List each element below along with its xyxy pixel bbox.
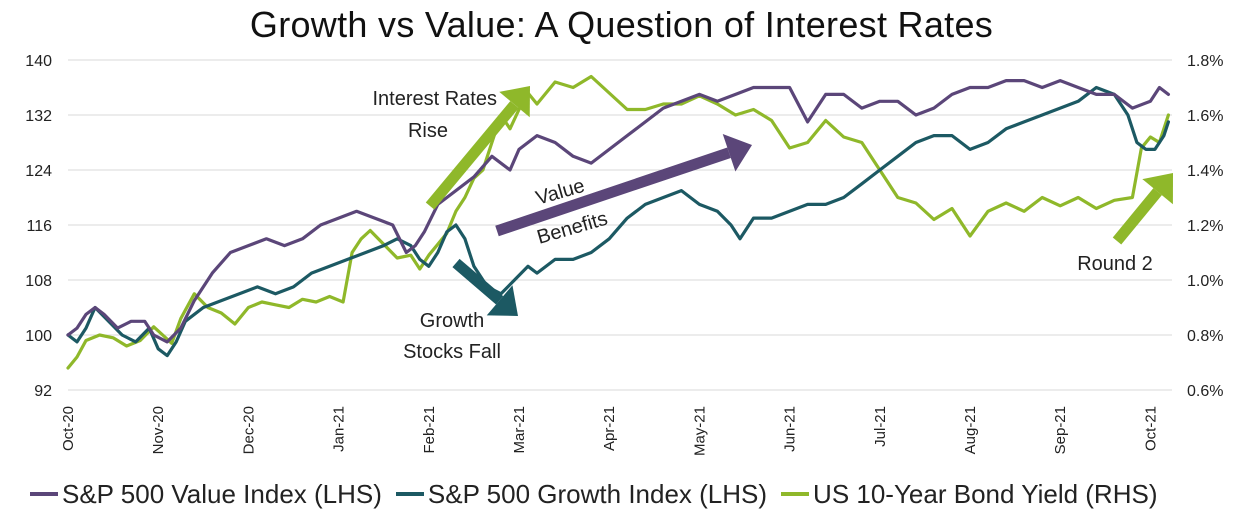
right-tick-label: 1.4% xyxy=(1187,163,1223,180)
legend-label-growth: S&P 500 Growth Index (LHS) xyxy=(427,478,768,509)
series-line-growth xyxy=(66,85,1171,358)
legend-item-growth: S&P 500 Growth Index (LHS) xyxy=(395,478,768,510)
legend-swatch-yield xyxy=(781,492,810,496)
legend-label-value: S&P 500 Value Index (LHS) xyxy=(62,478,382,509)
legend-swatch-value xyxy=(30,492,58,496)
left-tick-label: 124 xyxy=(25,163,52,180)
annotation-text: Interest Rates xyxy=(372,88,497,110)
right-axis-ticks: 0.6% 0.8% 1.0% 1.2% 1.4% 1.6% 1.8% xyxy=(1187,53,1223,400)
x-tick-label: Jun-21 xyxy=(782,406,799,452)
annotation-text: Stocks Fall xyxy=(403,341,501,363)
right-tick-label: 0.8% xyxy=(1187,328,1223,345)
left-tick-label: 92 xyxy=(34,383,52,400)
left-tick-label: 116 xyxy=(26,218,52,235)
x-tick-label: Sep-21 xyxy=(1052,406,1069,454)
arrow-value-benefits-shaft xyxy=(495,147,731,237)
arrow-growth-falls-head xyxy=(486,285,518,316)
gridlines xyxy=(68,59,1172,391)
annotation-text: Rise xyxy=(408,120,448,142)
annotation-text: Growth xyxy=(420,310,484,332)
series-lines xyxy=(66,74,1171,370)
x-tick-label: Feb-21 xyxy=(421,406,438,454)
legend-swatch-growth xyxy=(395,492,424,496)
series-line-yield xyxy=(66,74,1171,370)
x-tick-label: Oct-21 xyxy=(1142,406,1159,451)
x-tick-label: Aug-21 xyxy=(962,406,979,454)
legend-item-value: S&P 500 Value Index (LHS) xyxy=(30,479,382,510)
left-axis-ticks: 92 100 108 116 124 132 140 xyxy=(25,53,52,400)
x-tick-label: Dec-20 xyxy=(240,406,257,454)
left-tick-label: 140 xyxy=(25,53,52,70)
right-tick-label: 1.0% xyxy=(1187,273,1223,290)
x-tick-label: Nov-20 xyxy=(150,406,167,454)
left-tick-label: 132 xyxy=(25,108,52,125)
arrow-round-2-shaft xyxy=(1112,188,1162,245)
x-tick-label: Apr-21 xyxy=(601,406,618,451)
left-tick-label: 100 xyxy=(25,328,52,345)
x-tick-label: Mar-21 xyxy=(511,406,528,454)
right-tick-label: 0.6% xyxy=(1187,383,1223,400)
arrow-rates-rise-head xyxy=(499,86,530,118)
x-tick-label: Jul-21 xyxy=(872,406,889,447)
legend-item-yield: US 10-Year Bond Yield (RHS) xyxy=(781,479,1157,510)
legend: S&P 500 Value Index (LHS) S&P 500 Growth… xyxy=(30,476,1171,512)
arrow-value-benefits-head xyxy=(722,133,752,172)
left-tick-label: 108 xyxy=(25,273,52,290)
arrow-growth-falls-shaft xyxy=(452,258,504,305)
x-tick-label: Jan-21 xyxy=(331,406,348,452)
chart-title: Growth vs Value: A Question of Interest … xyxy=(249,4,994,45)
right-tick-label: 1.8% xyxy=(1187,53,1223,70)
series-line-value xyxy=(66,78,1171,344)
annotation-text: Round 2 xyxy=(1077,253,1153,275)
x-tick-label: Oct-20 xyxy=(60,406,77,451)
legend-label-yield: US 10-Year Bond Yield (RHS) xyxy=(813,478,1158,509)
arrow-round-2-head xyxy=(1142,173,1173,205)
x-axis-ticks: Oct-20 Nov-20 Dec-20 Jan-21 Feb-21 Mar-21 Apr-… xyxy=(60,406,1159,456)
arrow-rates-rise-shaft xyxy=(425,101,519,210)
right-tick-label: 1.6% xyxy=(1187,108,1223,125)
right-tick-label: 1.2% xyxy=(1187,218,1223,235)
annotation-arrows xyxy=(425,86,1173,316)
x-tick-label: May-21 xyxy=(691,406,708,456)
